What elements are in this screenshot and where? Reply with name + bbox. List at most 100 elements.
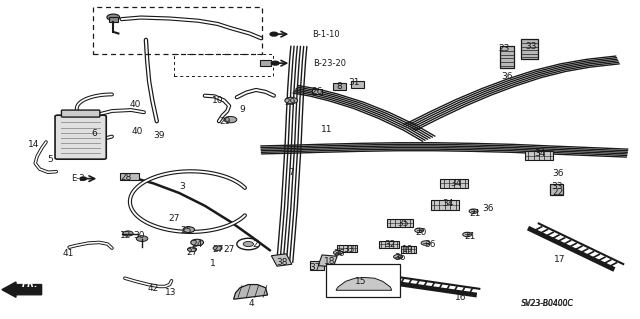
- Text: 32: 32: [385, 241, 396, 249]
- FancyBboxPatch shape: [387, 219, 413, 227]
- FancyBboxPatch shape: [337, 245, 357, 252]
- Text: 34: 34: [442, 199, 454, 208]
- Text: 27: 27: [212, 245, 223, 254]
- Text: 27: 27: [168, 214, 180, 223]
- Text: 8: 8: [337, 82, 342, 91]
- Text: 26: 26: [311, 87, 323, 96]
- Circle shape: [421, 241, 430, 245]
- Text: 29: 29: [284, 98, 296, 107]
- Text: 9: 9: [239, 105, 244, 114]
- Text: 6: 6: [92, 130, 97, 138]
- Text: 34: 34: [450, 179, 461, 188]
- Bar: [109, 17, 118, 22]
- Text: B-23-20: B-23-20: [314, 59, 347, 68]
- Circle shape: [270, 32, 278, 36]
- Circle shape: [183, 227, 195, 233]
- Bar: [93, 7, 262, 54]
- Text: 33: 33: [343, 245, 355, 254]
- Text: 21: 21: [464, 232, 476, 241]
- Text: B-1-10: B-1-10: [312, 30, 340, 39]
- FancyBboxPatch shape: [271, 254, 292, 266]
- FancyBboxPatch shape: [401, 246, 416, 253]
- Text: 7: 7: [289, 168, 294, 177]
- Bar: [326, 264, 400, 297]
- Text: 23: 23: [498, 44, 509, 53]
- Text: 34: 34: [534, 149, 545, 158]
- Circle shape: [285, 97, 298, 104]
- Text: 33: 33: [551, 182, 563, 191]
- Text: 15: 15: [355, 277, 366, 286]
- Circle shape: [191, 239, 204, 246]
- Text: 42: 42: [148, 284, 159, 293]
- Circle shape: [333, 250, 342, 255]
- FancyBboxPatch shape: [431, 200, 459, 210]
- Text: 37: 37: [309, 263, 321, 272]
- Text: 16: 16: [455, 293, 467, 302]
- Text: 28: 28: [120, 173, 132, 182]
- Text: 36: 36: [394, 253, 406, 262]
- Bar: [333, 83, 346, 90]
- Bar: [174, 54, 273, 76]
- Circle shape: [271, 61, 279, 65]
- FancyBboxPatch shape: [120, 173, 139, 180]
- Bar: [312, 89, 322, 94]
- Circle shape: [136, 236, 148, 241]
- Circle shape: [123, 231, 133, 236]
- FancyBboxPatch shape: [521, 39, 538, 59]
- Text: 36: 36: [502, 72, 513, 81]
- Text: 30: 30: [134, 231, 145, 240]
- Circle shape: [213, 246, 222, 250]
- Circle shape: [80, 177, 86, 180]
- Circle shape: [415, 228, 424, 233]
- Text: 12: 12: [120, 231, 132, 240]
- Text: 31: 31: [348, 78, 360, 87]
- Text: 24: 24: [191, 241, 203, 249]
- Circle shape: [243, 241, 253, 247]
- Text: 39: 39: [153, 131, 164, 140]
- Text: 36: 36: [552, 169, 564, 178]
- Text: 18: 18: [324, 257, 335, 266]
- Text: 11: 11: [321, 125, 332, 134]
- Text: 4: 4: [248, 299, 253, 308]
- Text: 10: 10: [212, 96, 223, 105]
- Polygon shape: [336, 278, 392, 290]
- Polygon shape: [234, 285, 268, 299]
- Text: 22: 22: [552, 189, 564, 197]
- Text: 1: 1: [211, 259, 216, 268]
- Bar: [351, 81, 364, 88]
- Text: 19: 19: [402, 245, 413, 254]
- Circle shape: [107, 14, 120, 20]
- Text: E-3: E-3: [71, 174, 85, 183]
- FancyBboxPatch shape: [440, 179, 468, 188]
- Text: SV23-B0400C: SV23-B0400C: [521, 299, 573, 308]
- Text: 33: 33: [525, 42, 537, 51]
- Text: 29: 29: [220, 117, 231, 126]
- Circle shape: [469, 209, 478, 213]
- Text: 36: 36: [482, 204, 493, 213]
- FancyBboxPatch shape: [55, 115, 106, 159]
- Text: 27: 27: [186, 248, 198, 256]
- Text: 2: 2: [252, 240, 257, 249]
- Text: 38: 38: [276, 258, 287, 267]
- FancyBboxPatch shape: [500, 46, 514, 68]
- Text: 27: 27: [223, 245, 235, 254]
- Text: 41: 41: [63, 249, 74, 258]
- FancyBboxPatch shape: [318, 255, 337, 267]
- FancyArrow shape: [2, 282, 42, 297]
- FancyBboxPatch shape: [61, 110, 100, 117]
- Text: 14: 14: [28, 140, 39, 149]
- Text: 17: 17: [554, 255, 566, 263]
- Text: 40: 40: [132, 127, 143, 136]
- Circle shape: [224, 116, 237, 123]
- Circle shape: [463, 232, 472, 237]
- FancyBboxPatch shape: [550, 184, 563, 195]
- FancyBboxPatch shape: [310, 261, 324, 270]
- Text: 35: 35: [397, 219, 409, 228]
- Text: 5: 5: [47, 155, 52, 164]
- FancyBboxPatch shape: [525, 151, 553, 160]
- Text: 13: 13: [165, 288, 177, 297]
- Text: 36: 36: [424, 240, 436, 249]
- Bar: [260, 60, 271, 66]
- Text: 3: 3: [180, 182, 185, 191]
- Text: SV23-B0400C: SV23-B0400C: [521, 299, 573, 308]
